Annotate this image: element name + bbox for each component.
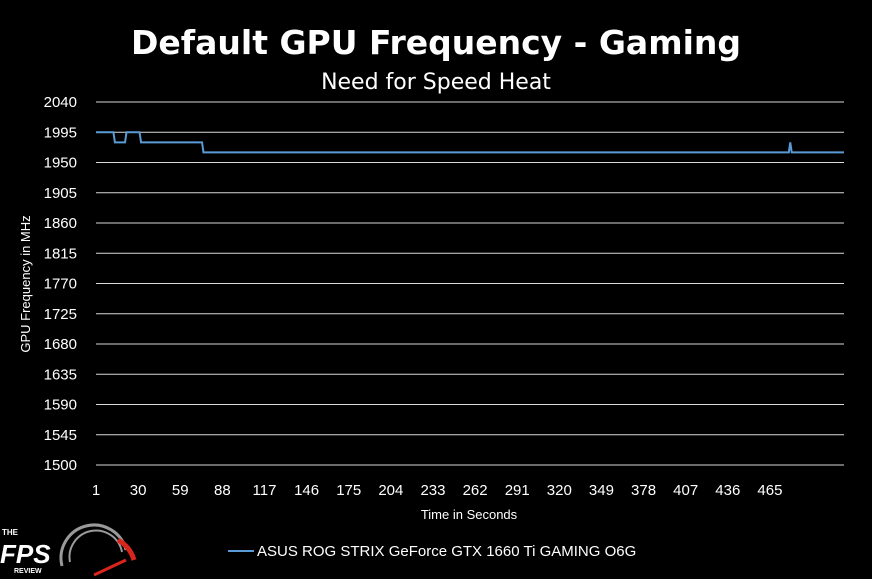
- x-tick-label: 88: [214, 482, 231, 499]
- x-tick-label: 146: [294, 482, 319, 499]
- gauge-inner-arc-icon: [68, 529, 123, 563]
- gauge-arc-icon: [59, 523, 128, 567]
- gauge-needle-icon: [93, 558, 127, 577]
- x-axis-label: Time in Seconds: [421, 507, 518, 522]
- legend: ASUS ROG STRIX GeForce GTX 1660 Ti GAMIN…: [228, 543, 636, 560]
- gauge-red-zone-icon: [116, 537, 137, 561]
- x-tick-label: 117: [253, 482, 277, 499]
- legend-label: ASUS ROG STRIX GeForce GTX 1660 Ti GAMIN…: [257, 543, 636, 560]
- y-tick-label: 1545: [44, 427, 77, 444]
- x-tick-label: 175: [336, 482, 361, 499]
- x-tick-label: 233: [420, 482, 445, 499]
- y-tick-label: 1950: [44, 155, 77, 172]
- x-tick-label: 407: [673, 482, 698, 499]
- x-tick-label: 320: [547, 482, 572, 499]
- y-tick-label: 1860: [44, 215, 77, 232]
- y-axis-label: GPU Frequency in MHz: [18, 215, 33, 352]
- y-tick-label: 1995: [44, 124, 77, 141]
- y-tick-label: 2040: [44, 94, 77, 111]
- y-tick-label: 1905: [44, 185, 77, 202]
- y-tick-label: 1500: [44, 457, 77, 474]
- y-tick-label: 1590: [44, 397, 77, 414]
- x-tick-label: 436: [715, 482, 740, 499]
- y-tick-label: 1635: [44, 366, 77, 383]
- fps-review-logo: THE FPS REVIEW: [0, 523, 137, 577]
- series-layer: [96, 131, 844, 154]
- chart-subtitle: Need for Speed Heat: [321, 70, 551, 95]
- x-tick-label: 262: [463, 482, 488, 499]
- gridlines: [96, 101, 844, 466]
- y-tick-label: 1815: [44, 245, 77, 262]
- x-tick-label: 378: [631, 482, 656, 499]
- series-line: [96, 131, 844, 154]
- logo-review-text: REVIEW: [14, 568, 42, 575]
- chart-title: Default GPU Frequency - Gaming: [131, 23, 741, 62]
- x-tick-label: 59: [172, 482, 189, 499]
- x-tick-label: 291: [505, 482, 530, 499]
- x-tick-label: 30: [130, 482, 147, 499]
- y-tick-label: 1680: [44, 336, 77, 353]
- x-tick-label: 349: [589, 482, 614, 499]
- x-axis-ticks: 1 30 59 88 117 146 175 204 233 262 291 320 349 378 407…: [92, 482, 783, 499]
- y-tick-label: 1770: [44, 276, 77, 293]
- x-tick-label: 1: [92, 482, 100, 499]
- y-axis-ticks: 2040 1995 1950 1905 1860 1815 1770 1725 1680 1635…: [44, 94, 77, 474]
- logo-fps-text: FPS: [0, 539, 51, 569]
- x-tick-label: 204: [378, 482, 403, 499]
- x-tick-label: 465: [757, 482, 782, 499]
- y-tick-label: 1725: [44, 306, 77, 323]
- logo-the-text: THE: [2, 528, 19, 537]
